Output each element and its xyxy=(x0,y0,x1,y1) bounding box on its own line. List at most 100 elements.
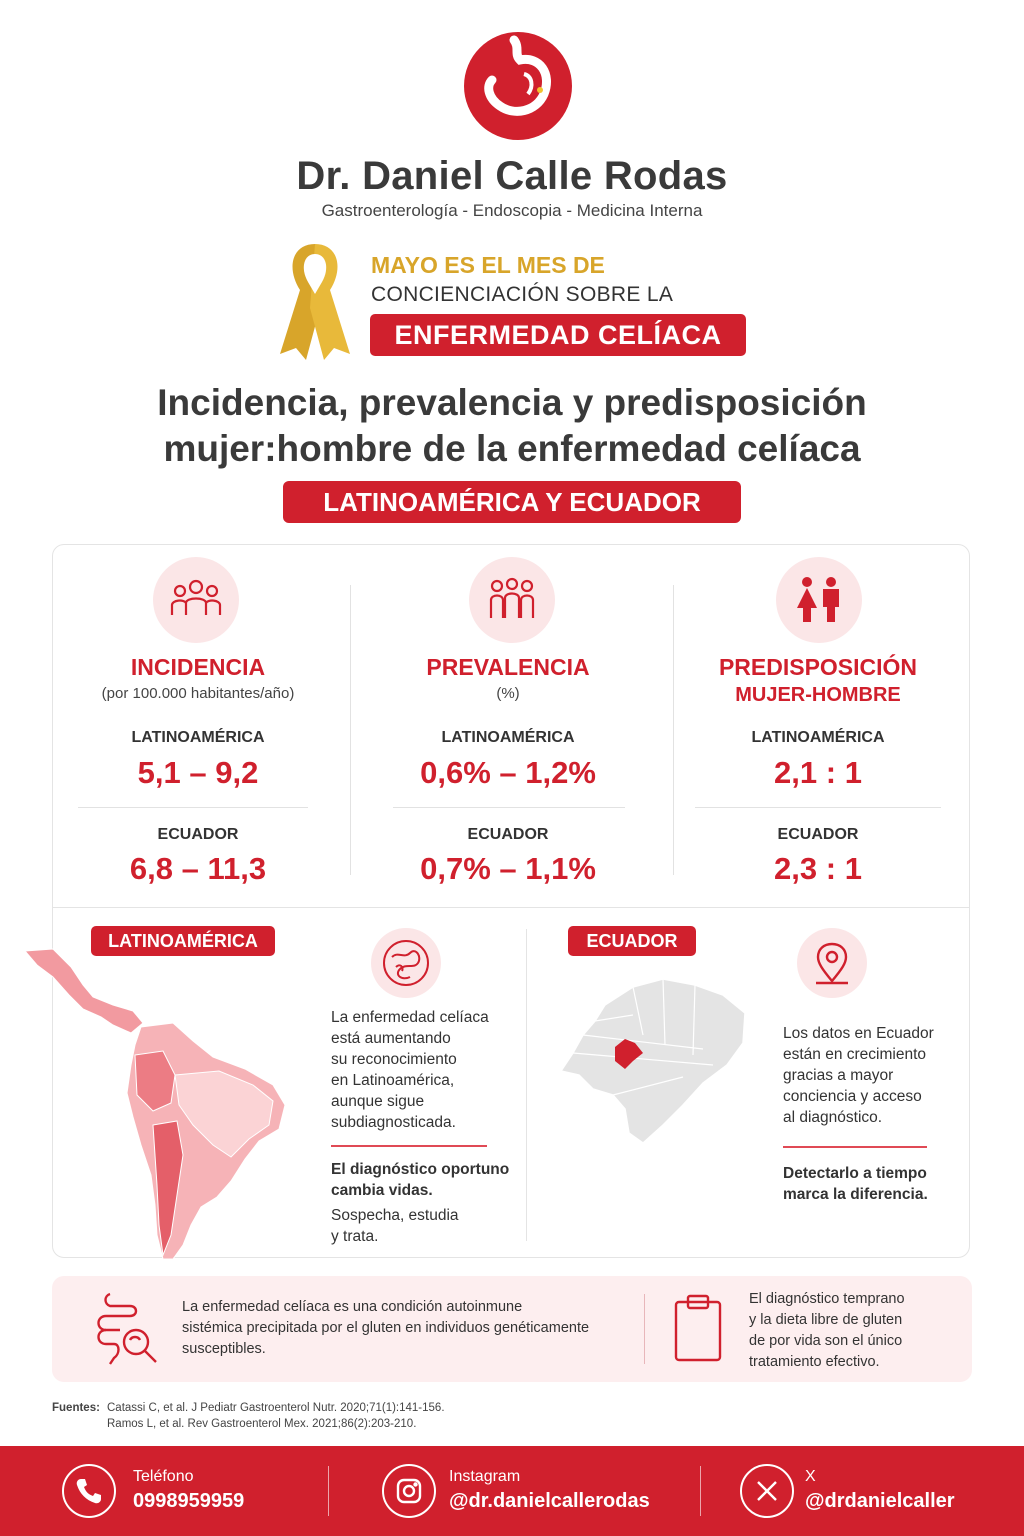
title-line-2: mujer:hombre de la enfermedad celíaca xyxy=(163,428,861,469)
latin-america-map xyxy=(23,945,293,1259)
text-line: su reconocimiento xyxy=(331,1051,457,1068)
text-line: susceptibles. xyxy=(182,1341,266,1357)
ecuador-highlight: Detectarlo a tiempo marca la diferencia. xyxy=(783,1163,928,1205)
text-line: sistémica precipitada por el gluten en i… xyxy=(182,1320,590,1336)
x-twitter-icon[interactable] xyxy=(740,1464,794,1518)
text-line: subdiagnosticada. xyxy=(331,1114,456,1131)
campaign-month: MAYO ES EL MES DE xyxy=(371,252,605,278)
stat-subtitle: (%) xyxy=(496,685,520,702)
sources: Fuentes: Catassi C, et al. J Pediatr Gast… xyxy=(52,1400,445,1432)
phone-number[interactable]: 0998959959 xyxy=(133,1490,245,1512)
footer-divider xyxy=(328,1466,329,1516)
stat-title-line-2: MUJER-HOMBRE xyxy=(735,684,901,706)
stat-prevalencia: PREVALENCIA (%) LATINOAMÉRICA 0,6% – 1,2… xyxy=(383,545,633,905)
intestine-magnifier-icon xyxy=(86,1288,166,1373)
ecuador-tag: ECUADOR xyxy=(568,926,696,956)
text-line: Detectarlo a tiempo xyxy=(783,1165,927,1182)
stat-title: PREDISPOSICIÓN MUJER-HOMBRE xyxy=(693,653,943,709)
region-badge: LATINOAMÉRICA Y ECUADOR xyxy=(283,481,741,523)
x-handle[interactable]: @drdanielcaller xyxy=(805,1490,955,1512)
phone-icon[interactable] xyxy=(62,1464,116,1518)
divider xyxy=(783,1146,927,1148)
stat-incidencia: INCIDENCIA (por 100.000 habitantes/año) … xyxy=(73,545,323,905)
text-line: conciencia y acceso xyxy=(783,1088,922,1105)
latam-closing: Sospecha, estudia y trata. xyxy=(331,1205,459,1247)
stat-predisposicion: PREDISPOSICIÓN MUJER-HOMBRE LATINOAMÉRIC… xyxy=(693,545,943,905)
doctor-specialties: Gastroenterología - Endoscopia - Medicin… xyxy=(321,201,703,220)
column-divider xyxy=(350,585,351,875)
info-band: La enfermedad celíaca es una condición a… xyxy=(52,1276,972,1382)
stat-latam-label: LATINOAMÉRICA xyxy=(751,729,885,746)
text-line: y la dieta libre de gluten xyxy=(749,1312,903,1328)
divider xyxy=(78,807,308,808)
text-line: tratamiento efectivo. xyxy=(749,1354,880,1370)
stat-latam-value: 0,6% – 1,2% xyxy=(420,755,596,790)
stat-ecuador-value: 2,3 : 1 xyxy=(774,851,862,886)
stat-title: INCIDENCIA xyxy=(130,654,266,680)
population-icon xyxy=(469,557,555,643)
text-line: La enfermedad celíaca es una condición a… xyxy=(182,1299,523,1315)
text-line: de por vida son el único xyxy=(749,1333,903,1349)
treatment-text: El diagnóstico temprano y la dieta libre… xyxy=(749,1289,905,1373)
latam-highlight: El diagnóstico oportuno cambia vidas. xyxy=(331,1159,509,1201)
section-divider xyxy=(53,907,969,908)
divider xyxy=(331,1145,487,1147)
text-line: El diagnóstico temprano xyxy=(749,1291,905,1307)
text-line: Sospecha, estudia xyxy=(331,1207,459,1224)
stat-latam-value: 5,1 – 9,2 xyxy=(137,755,259,790)
stat-title-line-1: PREDISPOSICIÓN xyxy=(718,654,918,680)
text-line: Los datos en Ecuador xyxy=(783,1025,934,1042)
intestine-icon xyxy=(371,928,441,998)
doctor-name: Dr. Daniel Calle Rodas xyxy=(296,154,728,198)
woman-man-icon xyxy=(776,557,862,643)
text-line: La enfermedad celíaca xyxy=(331,1009,489,1026)
stat-latam-label: LATINOAMÉRICA xyxy=(131,729,265,746)
column-divider xyxy=(673,585,674,875)
footer: Teléfono 0998959959 Instagram @dr.daniel… xyxy=(0,1446,1024,1536)
stat-subtitle: (por 100.000 habitantes/año) xyxy=(101,685,295,702)
latam-tag: LATINOAMÉRICA xyxy=(91,926,275,956)
clipboard-icon xyxy=(672,1292,724,1369)
definition-text: La enfermedad celíaca es una condición a… xyxy=(182,1297,589,1360)
text-line: en Latinoamérica, xyxy=(331,1072,455,1089)
text-line: están en crecimiento xyxy=(783,1046,927,1063)
source-line: Catassi C, et al. J Pediatr Gastroentero… xyxy=(107,1402,445,1414)
ecuador-map xyxy=(553,965,753,1145)
sources-label: Fuentes: xyxy=(52,1402,100,1414)
stat-ecuador-label: ECUADOR xyxy=(157,826,239,843)
stat-latam-value: 2,1 : 1 xyxy=(774,755,862,790)
instagram-handle[interactable]: @dr.danielcallerodas xyxy=(449,1490,650,1512)
stat-ecuador-label: ECUADOR xyxy=(777,826,859,843)
title-line-1: Incidencia, prevalencia y predisposición xyxy=(157,382,867,423)
text-line: gracias a mayor xyxy=(783,1067,894,1084)
text-line: y trata. xyxy=(331,1228,379,1245)
phone-label: Teléfono xyxy=(133,1468,194,1485)
x-label: X xyxy=(805,1468,816,1485)
stats-card: INCIDENCIA (por 100.000 habitantes/año) … xyxy=(23,544,970,1259)
stat-latam-label: LATINOAMÉRICA xyxy=(441,729,575,746)
location-pin-icon xyxy=(797,928,867,998)
text-line: al diagnóstico. xyxy=(783,1109,883,1126)
text-line: marca la diferencia. xyxy=(783,1186,928,1203)
awareness-ribbon-icon xyxy=(272,238,358,362)
group-people-icon xyxy=(153,557,239,643)
latam-description: La enfermedad celíaca está aumentando su… xyxy=(331,1007,489,1133)
ecuador-description: Los datos en Ecuador están en crecimient… xyxy=(783,1023,934,1128)
band-divider xyxy=(644,1294,645,1364)
stat-ecuador-value: 6,8 – 11,3 xyxy=(129,851,267,886)
text-line: está aumentando xyxy=(331,1030,451,1047)
stomach-logo-icon xyxy=(462,30,574,142)
campaign-subtitle: CONCIENCIACIÓN SOBRE LA xyxy=(371,283,674,306)
divider xyxy=(695,807,941,808)
source-line: Ramos L, et al. Rev Gastroenterol Mex. 2… xyxy=(107,1418,417,1430)
text-line: El diagnóstico oportuno xyxy=(331,1161,510,1178)
campaign-highlight: ENFERMEDAD CELÍACA xyxy=(370,314,746,356)
stat-ecuador-value: 0,7% – 1,1% xyxy=(420,851,596,886)
stat-title: PREVALENCIA xyxy=(426,654,590,680)
stat-ecuador-label: ECUADOR xyxy=(467,826,549,843)
text-line: cambia vidas. xyxy=(331,1182,433,1199)
text-line: aunque sigue xyxy=(331,1093,425,1110)
section-divider xyxy=(526,929,527,1241)
instagram-icon[interactable] xyxy=(382,1464,436,1518)
footer-divider xyxy=(700,1466,701,1516)
